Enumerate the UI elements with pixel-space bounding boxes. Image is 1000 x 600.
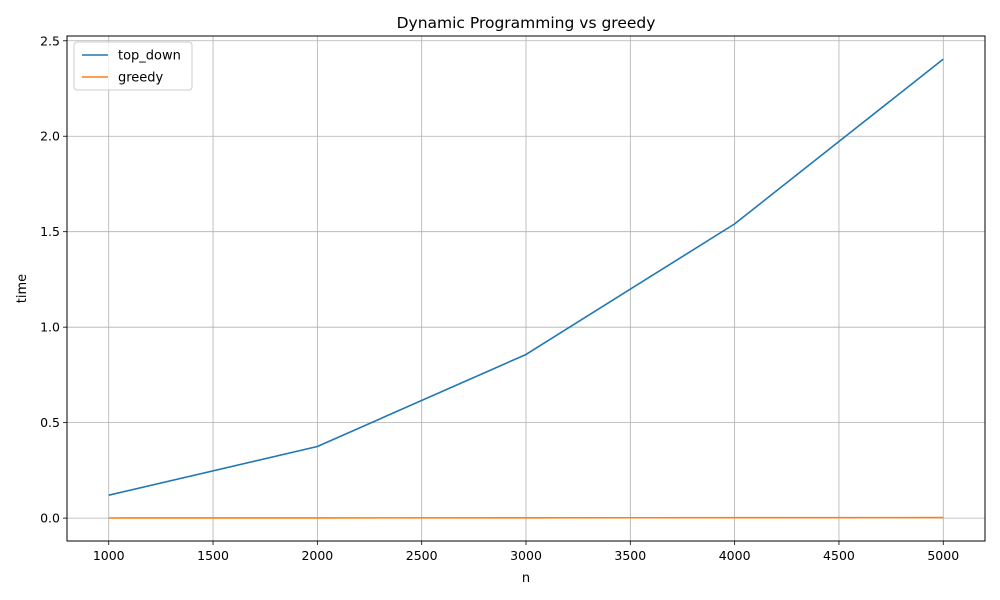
series-line-top-down (108, 58, 944, 496)
x-tick-label: 5000 (927, 548, 959, 563)
x-tick-label: 3000 (510, 548, 542, 563)
y-tick-label: 1.5 (40, 224, 60, 239)
y-tick-label: 1.0 (40, 320, 60, 335)
y-tick-label: 0.0 (40, 511, 60, 526)
y-axis-label: time (15, 274, 30, 303)
x-tick-label: 4500 (823, 548, 855, 563)
x-tick-label: 2500 (406, 548, 438, 563)
chart-title: Dynamic Programming vs greedy (397, 14, 656, 32)
y-tick-label: 2.5 (40, 33, 60, 48)
y-tick-label: 2.0 (40, 129, 60, 144)
y-axis-ticks: 0.0 0.5 1.0 1.5 2.0 2.5 (40, 33, 67, 526)
x-tick-label: 4000 (719, 548, 751, 563)
legend-label: top_down (118, 49, 181, 64)
x-axis-ticks: 1000 1500 2000 2500 3000 3500 4000 4500 5000 (93, 541, 959, 563)
x-axis-label: n (522, 571, 530, 586)
x-tick-label: 1500 (197, 548, 229, 563)
x-tick-label: 3500 (614, 548, 646, 563)
legend-label: greedy (118, 71, 164, 86)
x-tick-label: 1000 (93, 548, 125, 563)
legend-box (73, 41, 193, 91)
x-tick-label: 2000 (301, 548, 333, 563)
y-tick-label: 0.5 (40, 415, 60, 430)
series-lines (108, 58, 944, 519)
